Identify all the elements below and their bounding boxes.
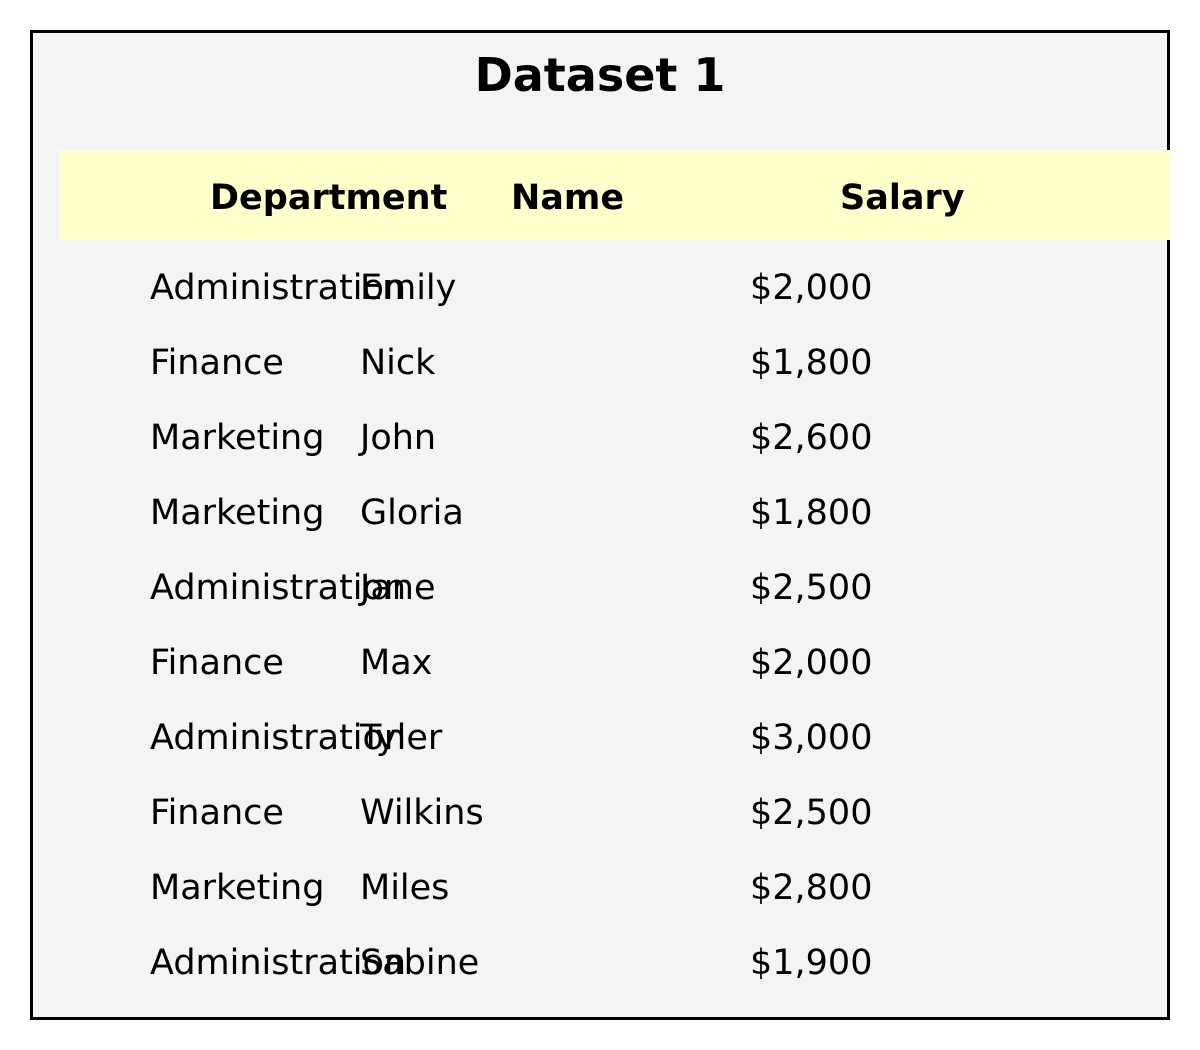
table-cell-department: Administration (150, 718, 407, 758)
table-cell-department: Marketing (150, 418, 325, 458)
table-title: Dataset 1 (474, 48, 726, 102)
table-cell-department: Administration (150, 268, 407, 308)
table-cell-department: Marketing (150, 493, 325, 533)
table-header-row (60, 150, 1170, 240)
column-header-salary: Salary (840, 178, 965, 218)
table-cell-salary: $2,000 (750, 643, 873, 683)
table-cell-name: Gloria (360, 493, 464, 533)
column-header-department: Department (210, 178, 448, 218)
table-cell-salary: $2,500 (750, 793, 873, 833)
table-cell-salary: $1,800 (750, 343, 873, 383)
table-cell-salary: $1,800 (750, 493, 873, 533)
table-cell-name: Nick (360, 343, 436, 383)
table-cell-name: Tyler (360, 718, 443, 758)
column-header-name: Name (511, 178, 625, 218)
table-cell-name: Sabine (360, 943, 480, 983)
table-cell-salary: $2,000 (750, 268, 873, 308)
table-cell-department: Administration (150, 943, 407, 983)
table-cell-department: Finance (150, 793, 284, 833)
table-cell-salary: $2,800 (750, 868, 873, 908)
table-cell-name: Max (360, 643, 433, 683)
table-cell-name: Emily (360, 268, 457, 308)
table-cell-salary: $3,000 (750, 718, 873, 758)
table-cell-salary: $2,600 (750, 418, 873, 458)
table-cell-name: Wilkins (360, 793, 484, 833)
table-cell-department: Administration (150, 568, 407, 608)
table-cell-department: Finance (150, 643, 284, 683)
table-cell-name: Jane (360, 568, 436, 608)
table-cell-name: Miles (360, 868, 450, 908)
table-cell-salary: $1,900 (750, 943, 873, 983)
table-cell-salary: $2,500 (750, 568, 873, 608)
table-cell-department: Finance (150, 343, 284, 383)
table-cell-name: John (360, 418, 437, 458)
table-cell-department: Marketing (150, 868, 325, 908)
